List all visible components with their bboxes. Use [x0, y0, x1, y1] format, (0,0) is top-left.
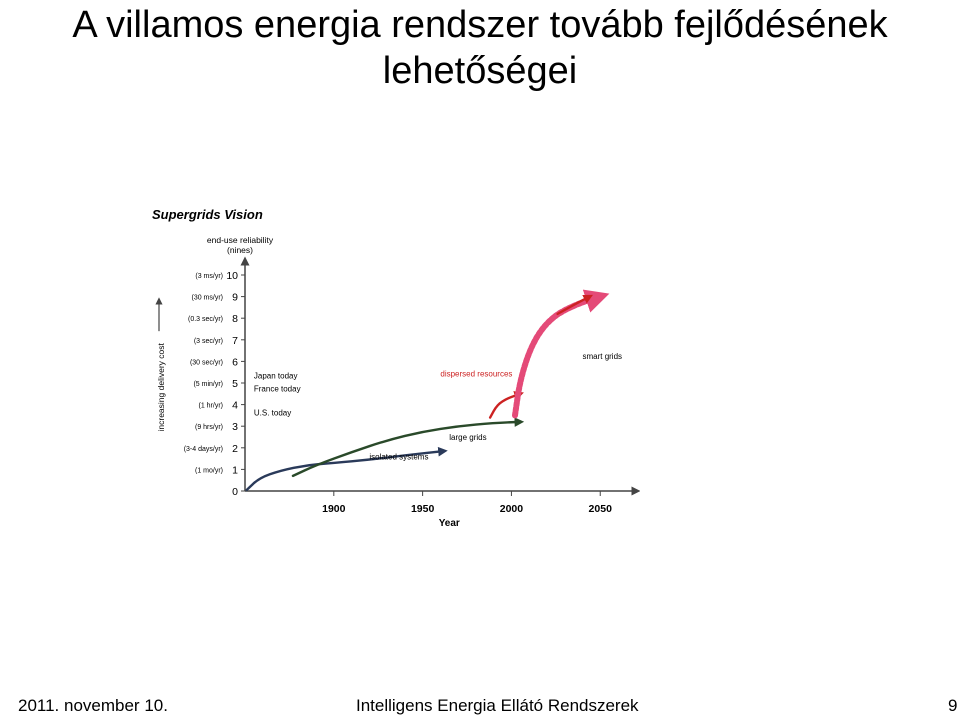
y-tick-label: 7 [232, 335, 238, 347]
y-tick-label: 5 [232, 378, 238, 390]
side-axis-label: increasing delivery cost [156, 343, 166, 432]
y-tick-note: (1 hr/yr) [199, 403, 224, 410]
chart-annotation: large grids [449, 433, 486, 442]
chart-annotation: Japan today [254, 372, 298, 381]
footer-date: 2011. november 10. [18, 696, 168, 715]
y-tick-label: 4 [232, 400, 238, 412]
y-tick-label: 1 [232, 464, 238, 476]
chart-title: Supergrids Vision [152, 207, 263, 222]
slide-title-line2: lehetőségei [382, 50, 578, 92]
chart-annotation: dispersed resources [440, 370, 512, 379]
x-tick-label: 2050 [589, 503, 613, 515]
y-tick-label: 8 [232, 313, 238, 325]
y-tick-label: 6 [232, 356, 238, 368]
y-axis-label: end-use reliability [207, 235, 274, 245]
chart-annotation: isolated systems [369, 453, 428, 462]
y-tick-note: (3-4 days/yr) [184, 446, 223, 453]
y-tick-note: (5 min/yr) [193, 381, 223, 388]
slide-title-line1: A villamos energia rendszer tovább fejlő… [72, 4, 888, 46]
page-number: 9 [948, 696, 958, 715]
x-axis-label: Year [439, 518, 460, 529]
chart-annotation: U.S. today [254, 408, 291, 417]
x-tick-label: 2000 [500, 503, 524, 515]
y-tick-label: 10 [226, 270, 238, 282]
y-tick-note: (30 ms/yr) [192, 295, 224, 302]
y-tick-note: (30 sec/yr) [190, 359, 223, 366]
y-tick-label: 3 [232, 421, 238, 433]
y-axis-label-unit: (nines) [227, 245, 253, 255]
y-tick-note: (1 mo/yr) [195, 467, 223, 474]
series-line [291, 417, 525, 478]
slide-title: A villamos energia rendszer tovább fejlő… [0, 2, 960, 94]
x-tick-label: 1900 [322, 503, 346, 515]
y-tick-note: (0.3 sec/yr) [188, 316, 223, 323]
series-line [488, 391, 524, 419]
y-tick-label: 9 [232, 292, 238, 304]
chart-svg: Supergrids Vision end-use reliability(nin… [152, 207, 641, 529]
series-line [245, 446, 448, 492]
supergrids-chart: Supergrids Vision end-use reliability (nin… [140, 200, 641, 535]
chart-annotation: smart grids [582, 352, 622, 361]
footer-center: Intelligens Energia Ellátó Rendszerek [356, 696, 639, 715]
y-tick-note: (3 ms/yr) [195, 273, 223, 280]
y-tick-label: 2 [232, 443, 238, 455]
y-tick-note: (9 hrs/yr) [195, 424, 223, 431]
chart-annotation: France today [254, 385, 301, 394]
y-tick-note: (3 sec/yr) [194, 338, 223, 345]
y-tick-label: 0 [232, 486, 238, 498]
series-line [556, 294, 593, 316]
x-tick-label: 1950 [411, 503, 435, 515]
